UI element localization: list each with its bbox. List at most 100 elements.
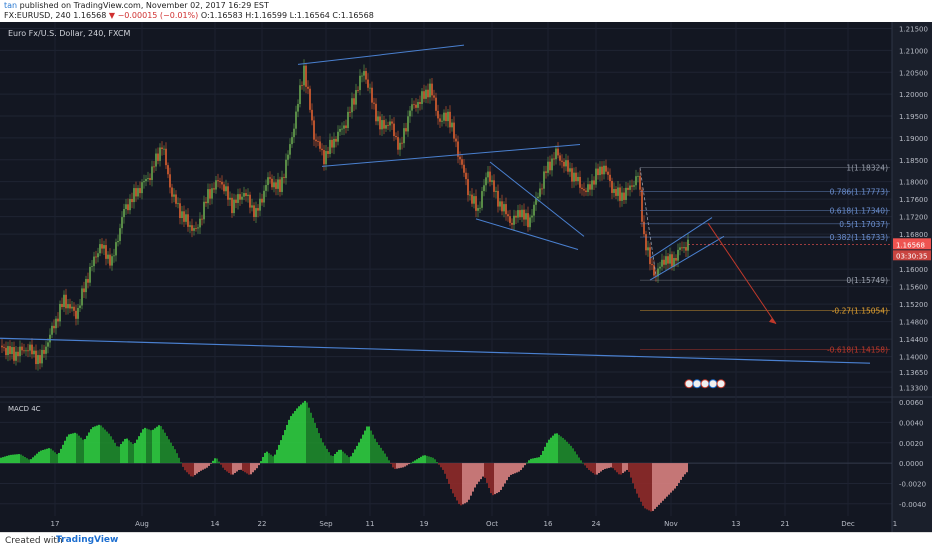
candle-body [71,306,73,309]
macd-bar [294,410,296,464]
candle-body [233,199,235,214]
macd-bar [434,459,436,464]
macd-bar [292,413,294,464]
candle-body [371,87,373,103]
tradingview-logo[interactable]: TradingView [56,535,119,545]
macd-bar [338,449,340,464]
candle-body [247,194,249,197]
macd-bar [126,438,128,464]
candle-body [287,154,289,160]
macd-bar [570,445,572,464]
macd-bar [586,463,588,468]
macd-bar [232,463,234,475]
candle-body [51,325,53,335]
macd-bar [378,444,380,464]
candle-body [331,139,333,148]
macd-bar [394,463,396,470]
candle-body [103,245,105,249]
candle-body [579,176,581,188]
candle-body [111,256,113,266]
candle-body [341,128,343,130]
macd-bar [262,457,264,464]
candle-body [609,174,611,181]
candle-body [537,196,539,199]
candle-body [637,175,639,177]
y-tick-label: 1.21000 [899,47,928,55]
macd-bar [628,463,630,473]
candle-body [193,228,195,231]
candle-body [591,180,593,190]
macd-y-tick-label: 0.0000 [899,460,924,468]
candle-body [249,194,251,208]
candle-body [465,172,467,180]
candle-body [483,185,485,192]
candle-body [627,187,629,190]
candle-body [125,204,127,210]
macd-bar [136,439,138,464]
macd-bar [70,433,72,464]
macd-bar [392,463,394,468]
macd-bar [512,463,514,475]
macd-bar [422,455,424,464]
x-tick-label: 24 [592,520,601,528]
candle-body [223,184,225,192]
candle-body [99,244,101,254]
macd-bar [80,437,82,464]
macd-bar [90,429,92,464]
price-chart[interactable]: 1.21500 1.21000 1.20500 1.20000 1.19500 1.190… [0,22,932,532]
macd-bar [312,417,314,464]
macd-bar [154,428,156,464]
candle-body [395,136,397,138]
macd-bar [278,444,280,464]
macd-bar [490,463,492,494]
candle-body [105,245,107,259]
candle-body [633,185,635,187]
macd-bar [274,454,276,464]
macd-bar [454,463,456,497]
y-tick-label: 1.17200 [899,214,928,222]
macd-bar [250,463,252,475]
candle-body [359,75,361,91]
candle-body [167,165,169,175]
macd-bar [506,463,508,481]
macd-bar [88,432,90,464]
y-tick-label: 1.18500 [899,157,928,165]
candles [1,59,689,371]
candle-body [683,247,685,249]
macd-bar [24,457,26,464]
macd-bar [482,463,484,477]
macd-bar [452,463,454,494]
candle-body [5,347,7,356]
created-with-text: Created with [5,536,63,546]
x-tick-label: Oct [486,520,498,528]
macd-bar [180,462,182,464]
macd-bar [464,463,466,504]
macd-bar [192,463,194,477]
macd-bar [346,455,348,464]
candle-body [343,125,345,129]
author-name[interactable]: tan [4,1,18,10]
candle-body [229,197,231,200]
y-tick-label: 1.21500 [899,26,928,34]
candle-body [561,160,563,162]
y-tick-label: 1.20500 [899,69,928,77]
macd-bar [16,454,18,464]
macd-bar [622,463,624,474]
candle-body [367,79,369,88]
macd-bar [58,452,60,464]
macd-bar [178,457,180,464]
candle-body [613,189,615,193]
candle-body [563,161,565,167]
candle-body [415,104,417,108]
candle-body [423,91,425,99]
macd-title: MACD 4C [8,405,41,413]
candle-body [1,345,3,348]
macd-bar [402,463,404,468]
macd-bar [516,463,518,473]
candle-body [27,350,29,352]
macd-bar [444,463,446,474]
macd-bar [484,463,486,478]
candle-body [607,171,609,175]
macd-bar [430,457,432,464]
candle-body [463,164,465,173]
